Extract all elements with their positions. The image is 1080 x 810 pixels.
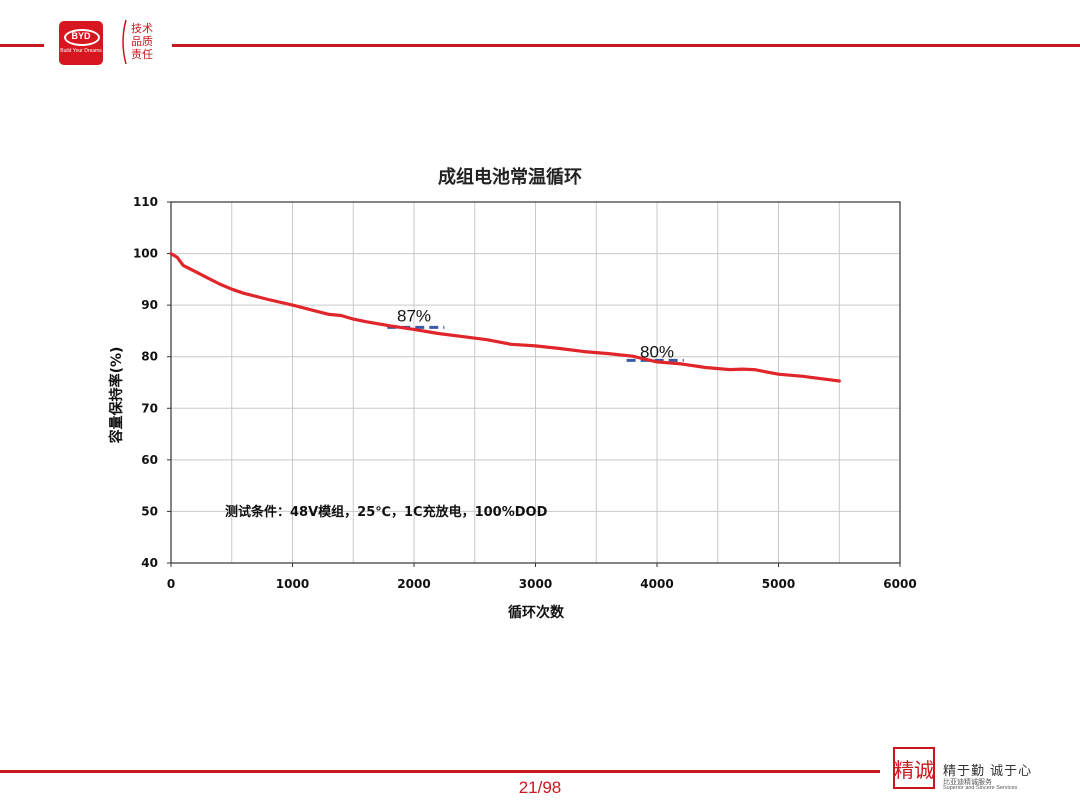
seal-text: 技术 品质 责任: [131, 22, 153, 61]
sincere-service-logo: 精诚: [892, 744, 940, 792]
seal-bracket-icon: [122, 19, 127, 65]
series-layer: [169, 252, 841, 383]
x-tick-labels: 0 1000 2000 3000 4000 5000 6000: [167, 577, 917, 591]
annotation-labels: 87% 80%: [397, 306, 674, 361]
annotation-label: 80%: [640, 343, 674, 362]
byd-logo-subtext: Build Your Dreams: [60, 48, 102, 54]
annotation-label: 87%: [397, 306, 431, 325]
y-tick-label: 50: [141, 504, 158, 518]
y-tick-label: 80: [141, 350, 158, 364]
quality-seal-logo: 技术 品质 责任: [118, 18, 158, 66]
x-tick-label: 4000: [640, 577, 673, 591]
x-tick-label: 3000: [519, 577, 552, 591]
capacity-retention-line: [169, 252, 841, 383]
service-seal-icon: 精诚: [893, 747, 935, 789]
byd-logo-text: BYD: [71, 31, 91, 41]
byd-logo-oval: [64, 29, 100, 46]
y-tick-labels: 40 50 60 70 80 90 100 110: [133, 195, 158, 570]
x-tick-label: 5000: [762, 577, 795, 591]
header-rule-left: [0, 44, 44, 47]
footer-company-name: 比亚迪精诚服务: [943, 779, 992, 786]
y-tick-label: 110: [133, 195, 158, 209]
byd-logo: BYD Build Your Dreams: [59, 21, 103, 65]
x-tick-label: 0: [167, 577, 175, 591]
y-tick-label: 40: [141, 556, 158, 570]
y-axis-label: 容量保持率(%): [108, 347, 125, 445]
y-tick-label: 70: [141, 401, 158, 415]
chart-title: 成组电池常温循环: [438, 166, 582, 188]
footer-seal-text: 精诚: [894, 758, 934, 782]
x-tick-label: 2000: [397, 577, 430, 591]
grid-vertical: [170, 202, 901, 567]
x-tick-label: 1000: [276, 577, 309, 591]
header-rule-right: [172, 44, 1080, 47]
y-tick-label: 60: [141, 453, 158, 467]
x-tick-label: 6000: [883, 577, 916, 591]
x-axis-label: 循环次数: [508, 604, 565, 621]
footer-slogan: 精于勤 诚于心: [943, 764, 1033, 779]
page-number: 21/98: [518, 778, 562, 797]
plot-frame: [170, 201, 901, 564]
footer-rule: [0, 770, 880, 773]
footer-english-tagline: Superior and Sincere Services: [943, 785, 1018, 791]
test-conditions-note: 测试条件：48V模组，25℃，1C充放电，100%DOD: [225, 504, 548, 520]
y-tick-label: 100: [133, 247, 158, 261]
y-tick-label: 90: [141, 298, 158, 312]
